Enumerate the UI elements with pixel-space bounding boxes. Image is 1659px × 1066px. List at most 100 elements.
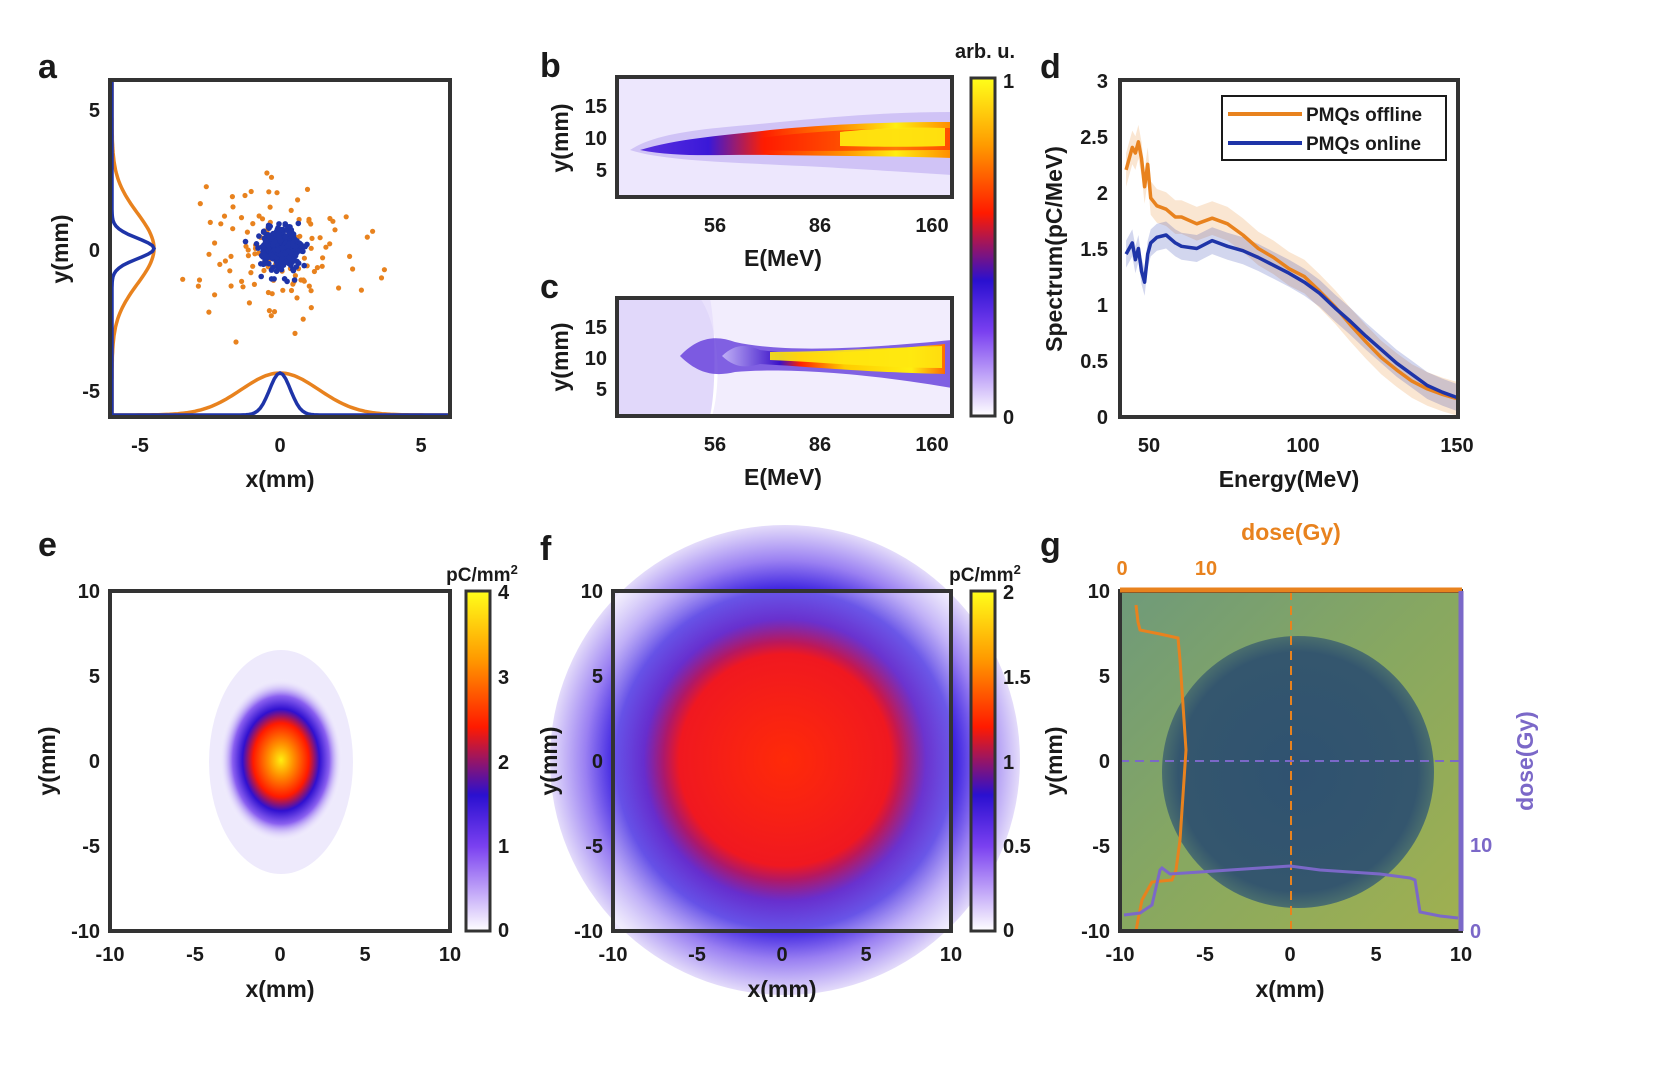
scatter-point-online [282, 234, 289, 240]
legend-offline-label: PMQs offline [1306, 105, 1422, 126]
panel-e-ytick: 5 [89, 666, 100, 688]
panel-d-frame [1118, 78, 1460, 419]
scatter-point-offline [370, 228, 376, 234]
colorbar-e-tick: 3 [498, 667, 509, 689]
scatter-point-online [275, 246, 281, 253]
colorbar-e-bar [464, 589, 492, 933]
panel-b-frame [615, 75, 954, 199]
scatter-point-online [259, 244, 265, 250]
panel-c: 15 10 5 56 86 160 E(MeV) y(mm) [547, 296, 954, 490]
scatter-point-offline [323, 244, 329, 250]
colorbar-bc-title: arb. u. [955, 41, 1015, 63]
panel-e-xtick: -10 [96, 944, 125, 966]
colorbar-e-title: pC/mm2 [446, 562, 518, 587]
colorbar-e-tick: 0 [498, 920, 509, 942]
scatter-point-offline [203, 184, 209, 190]
scatter-point-online [267, 223, 274, 230]
scatter-point-offline [343, 214, 349, 220]
panel-g-xtick: 5 [1370, 944, 1381, 966]
scatter-point-offline [218, 221, 224, 227]
scatter-point-online [302, 243, 309, 250]
scatter-point-online [273, 268, 280, 275]
panel-label-g: g [1040, 526, 1061, 564]
panel-a-xticks: -5 0 5 [131, 435, 426, 457]
panel-b-xtick: 160 [915, 215, 948, 237]
scatter-point-offline [244, 229, 250, 235]
panel-d-xtick: 100 [1286, 435, 1319, 457]
panel-d-plot [1124, 124, 1459, 416]
panel-g-xticks: -10 -5 0 5 10 [1106, 944, 1473, 966]
panel-d: PMQs offline PMQs online 0 0.5 1 1.5 2 2… [1041, 71, 1474, 492]
scatter-point-online [260, 228, 267, 235]
scatter-point-offline [319, 263, 325, 269]
panel-a-ytick: 5 [89, 100, 100, 122]
panel-g-xtick: 10 [1450, 944, 1472, 966]
panel-g-xlabel: x(mm) [1255, 976, 1324, 1002]
scatter-point-offline [280, 287, 286, 293]
panel-d-xtick: 150 [1440, 435, 1473, 457]
panel-g-top-tick: 0 [1116, 558, 1127, 580]
scatter-point-offline [217, 261, 223, 267]
panel-d-xtick: 50 [1138, 435, 1160, 457]
scatter-point-offline [246, 300, 252, 306]
scatter-point-offline [212, 240, 218, 246]
panel-label-a: a [38, 48, 58, 86]
panel-c-ytick: 10 [585, 348, 607, 370]
panel-label-e: e [38, 526, 57, 564]
scatter-point-online [262, 252, 268, 259]
series-line-online [1124, 233, 1459, 400]
panel-e-beam-spot [219, 678, 343, 842]
scatter-point-offline [239, 278, 245, 284]
panel-c-xtick: 56 [704, 434, 726, 456]
scatter-point-online [268, 267, 275, 273]
panel-label-d: d [1040, 48, 1061, 86]
scatter-point-online [262, 240, 269, 246]
panel-d-ytick: 0 [1097, 407, 1108, 429]
scatter-point-offline [266, 189, 272, 195]
scatter-point-online [290, 242, 296, 249]
scatter-point-offline [288, 287, 295, 294]
scatter-point-offline [308, 221, 314, 227]
panel-e-xtick: 5 [359, 944, 370, 966]
panel-c-frame [615, 296, 954, 418]
legend-online-label: PMQs online [1306, 134, 1421, 155]
scatter-point-offline [267, 204, 273, 210]
scatter-point-offline [197, 201, 203, 207]
panel-e-xtick: -5 [186, 944, 204, 966]
panel-f-ytick: 5 [592, 666, 603, 688]
panel-g-right-tick: 0 [1470, 921, 1481, 943]
panel-f-xtick: 10 [940, 944, 962, 966]
scatter-point-offline [248, 270, 254, 276]
scatter-point-online [287, 257, 293, 264]
panel-g-right-axis-label: dose(Gy) [1512, 711, 1538, 811]
panel-d-xticks: 50 100 150 [1138, 435, 1474, 457]
scatter-point-offline [314, 265, 320, 271]
scatter-point-offline [269, 291, 275, 297]
panel-g-dark-disk [1162, 636, 1434, 908]
panel-a-frame [108, 78, 452, 419]
panel-a-xtick: 5 [415, 435, 426, 457]
panel-f-xtick: -5 [688, 944, 706, 966]
scatter-point-online [256, 233, 262, 239]
scatter-point-offline [222, 258, 228, 264]
panel-d-legend: PMQs offline PMQs online [1221, 95, 1447, 161]
scatter-point-offline [294, 295, 300, 301]
scatter-point-online [265, 232, 272, 238]
panel-g-vertical-profile [1134, 604, 1188, 932]
panel-d-ytick: 0.5 [1080, 351, 1108, 373]
scatter-point-offline [292, 330, 298, 336]
panel-c-ylabel: y(mm) [547, 322, 573, 391]
panel-c-xtick: 86 [809, 434, 831, 456]
panel-e-ytick: 10 [78, 581, 100, 603]
panel-e-xtick: 10 [439, 944, 461, 966]
colorbar-f-bar [969, 589, 997, 933]
panel-b-xlabel: E(MeV) [744, 245, 822, 271]
scatter-point-offline [196, 277, 203, 283]
panel-c-xlabel: E(MeV) [744, 464, 822, 490]
panel-g: dose(Gy) 0 10 10 0 dose(Gy) 10 5 0 -5 -1… [1041, 519, 1538, 1002]
colorbar-f-tick: 2 [1003, 582, 1014, 604]
panel-f-ytick: -5 [585, 836, 603, 858]
panel-f-yticks: 10 5 0 -5 -10 [574, 581, 603, 943]
panel-f-xtick: 0 [776, 944, 787, 966]
